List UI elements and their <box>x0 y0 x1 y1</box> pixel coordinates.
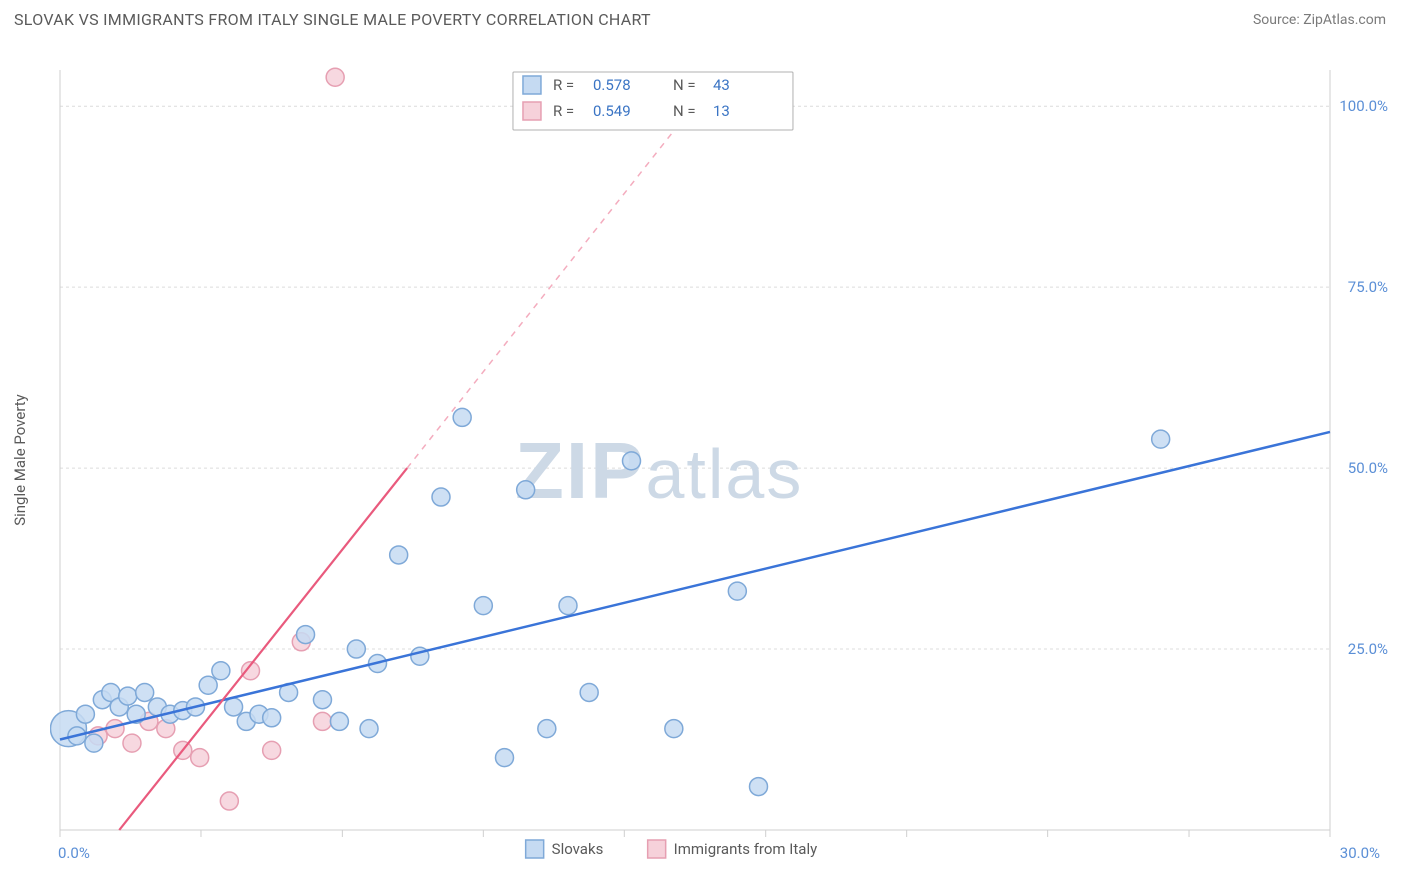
legend-n-value: 13 <box>713 102 730 120</box>
y-tick-label: 25.0% <box>1348 640 1388 658</box>
legend-n-label: N = <box>673 76 696 94</box>
legend-n-label: N = <box>673 102 696 120</box>
data-point <box>123 734 141 752</box>
watermark: ZIPatlas <box>515 426 803 515</box>
data-point <box>538 720 556 738</box>
data-point <box>263 741 281 759</box>
data-point <box>432 488 450 506</box>
legend-n-value: 43 <box>713 76 730 94</box>
data-point <box>85 734 103 752</box>
data-point <box>390 546 408 564</box>
legend-r-label: R = <box>553 76 574 94</box>
data-point <box>313 712 331 730</box>
x-tick-label: 0.0% <box>58 844 90 862</box>
y-tick-label: 75.0% <box>1348 278 1388 296</box>
bottom-legend-swatch <box>648 840 666 858</box>
data-point <box>225 698 243 716</box>
data-point <box>453 408 471 426</box>
data-point <box>347 640 365 658</box>
data-point <box>76 705 94 723</box>
data-point <box>220 792 238 810</box>
bottom-legend-swatch <box>526 840 544 858</box>
data-point <box>559 597 577 615</box>
data-point <box>263 709 281 727</box>
data-point <box>191 749 209 767</box>
data-point <box>1152 430 1170 448</box>
legend-swatch <box>523 76 541 94</box>
data-point <box>750 778 768 796</box>
data-point <box>474 597 492 615</box>
data-point <box>297 626 315 644</box>
y-tick-label: 100.0% <box>1339 97 1388 115</box>
data-point <box>136 683 154 701</box>
data-point <box>665 720 683 738</box>
data-point <box>212 662 230 680</box>
data-point <box>199 676 217 694</box>
data-point <box>119 687 137 705</box>
scatter-chart: 25.0% 50.0% 75.0% 100.0% 0.0% 30.0% ZIPatlas R … <box>50 40 1390 880</box>
legend-r-value: 0.549 <box>593 102 631 120</box>
data-point <box>313 691 331 709</box>
bottom-legend-label: Immigrants from Italy <box>674 840 818 858</box>
data-point <box>360 720 378 738</box>
data-point <box>517 481 535 499</box>
chart-header: SLOVAK VS IMMIGRANTS FROM ITALY SINGLE M… <box>0 0 1406 35</box>
chart-container: Single Male Poverty 25.0%50.0%75.0%100.0… <box>50 40 1390 880</box>
chart-source: Source: ZipAtlas.com <box>1253 12 1386 28</box>
bottom-legend-label: Slovaks <box>552 840 604 858</box>
y-axis-label: Single Male Poverty <box>11 394 29 526</box>
data-point <box>728 582 746 600</box>
legend-r-label: R = <box>553 102 574 120</box>
legend-r-value: 0.578 <box>593 76 631 94</box>
legend-swatch <box>523 102 541 120</box>
data-point <box>496 749 514 767</box>
y-tick-label: 50.0% <box>1348 459 1388 477</box>
x-tick-label: 30.0% <box>1340 844 1380 862</box>
data-point <box>330 712 348 730</box>
data-point <box>623 452 641 470</box>
chart-title: SLOVAK VS IMMIGRANTS FROM ITALY SINGLE M… <box>14 10 651 29</box>
data-point <box>326 68 344 86</box>
trend-line-dashed <box>407 77 716 468</box>
data-point <box>580 683 598 701</box>
